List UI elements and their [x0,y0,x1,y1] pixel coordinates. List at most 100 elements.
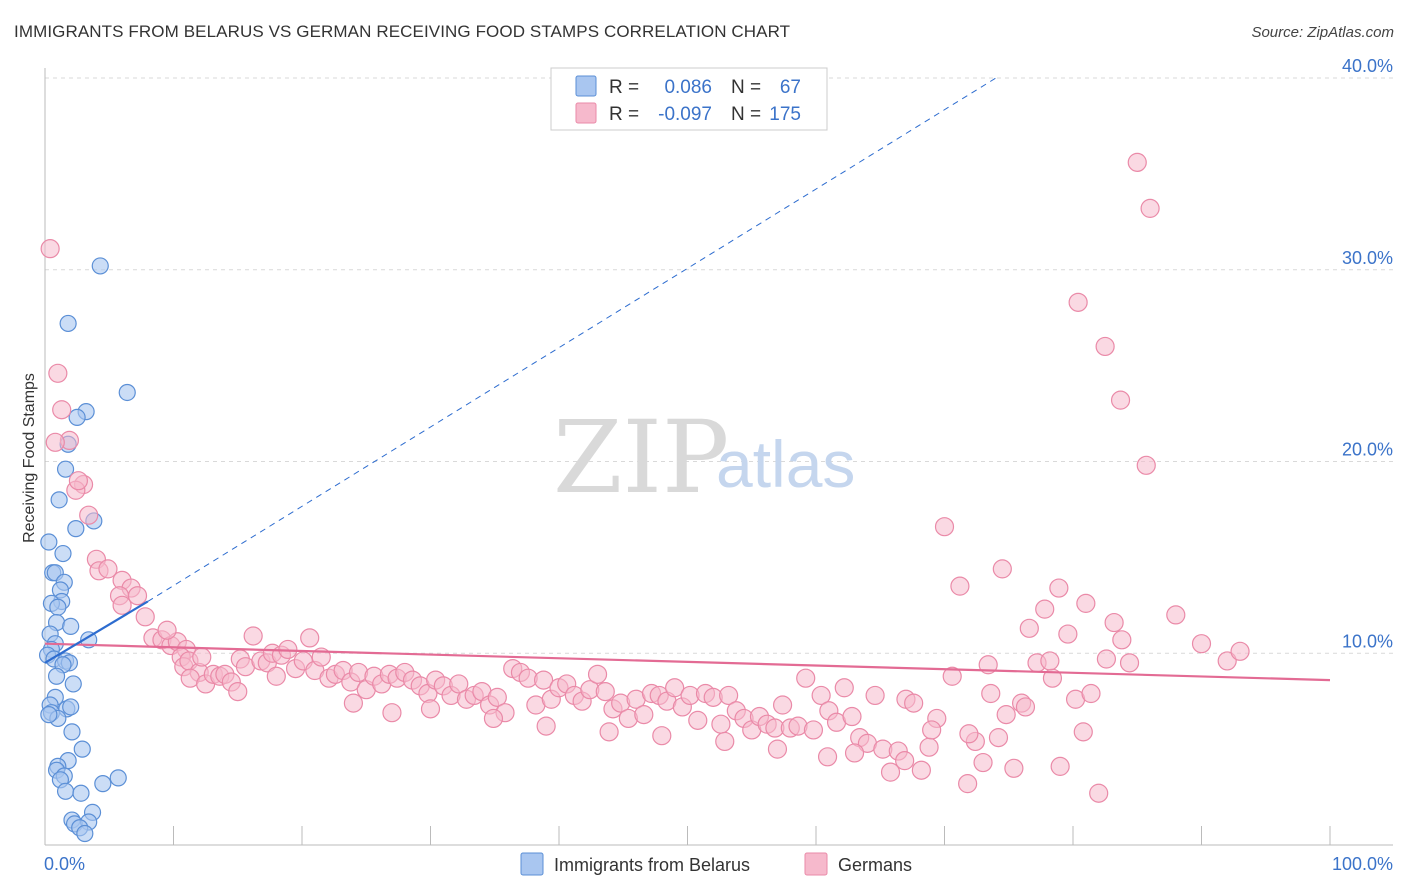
belarus-point [72,784,90,802]
legend-box: R = 0.086 N = 67 R = -0.097 N = 175 [550,67,828,131]
german-point [973,752,993,773]
german-point [817,747,838,767]
german-point [772,695,793,715]
legend-n-label-2: N = [731,104,761,125]
german-point [192,647,212,667]
german-point [98,559,118,579]
belarus-point [47,667,66,685]
german-point [1217,651,1237,671]
belarus-point [59,314,77,333]
german-trend-line [44,642,1331,682]
german-point [665,678,685,698]
belarus-point [56,460,75,478]
german-point [934,517,955,537]
german-point [688,710,708,730]
legend-swatch-belarus [575,75,597,97]
belarus-series [38,257,136,843]
german-point [1119,653,1140,673]
german-point [79,505,99,525]
german-point [1035,599,1055,619]
belarus-point [49,598,67,616]
belarus-point [68,408,86,426]
belarus-trend-extension [147,77,997,602]
legend-n-value-2: 175 [769,104,801,125]
german-point [1127,152,1147,172]
german-point [1040,651,1060,671]
german-point [449,674,469,694]
german-point [1050,756,1070,776]
x-tick-label-min: 0.0% [44,854,85,874]
german-point [803,720,824,740]
german-point [1140,198,1160,218]
german-point [922,720,942,740]
chart-title: IMMIGRANTS FROM BELARUS VS GERMAN RECEIV… [14,22,791,41]
german-point [1076,593,1096,613]
german-point [904,693,924,713]
german-point [1058,624,1078,644]
belarus-point [73,740,91,758]
y-tick-label: 20.0% [1342,440,1393,460]
german-point [420,699,441,719]
german-point [1104,612,1124,633]
german-point [919,737,939,757]
axis-layer: 10.0% 20.0% 30.0% 40.0% 0.0% 100.0% [44,56,1393,874]
german-point [40,239,60,259]
german-point [811,685,831,706]
trend-layer [44,77,1331,682]
watermark-atlas: atlas [716,427,855,501]
german-point [834,678,854,698]
german-point [981,683,1001,704]
bottom-legend: Immigrants from Belarus Germans [520,852,912,876]
bottom-legend-label-belarus: Immigrants from Belarus [554,855,750,875]
german-point [599,722,619,742]
belarus-point [91,257,109,275]
german-point [1073,722,1093,742]
german-point [112,595,132,615]
german-point [958,774,978,794]
belarus-point [54,544,72,563]
bottom-legend-swatch-belarus [520,852,544,876]
german-point [487,687,507,707]
source-label: Source: ZipAtlas.com [1251,24,1394,41]
y-tick-label: 40.0% [1342,56,1393,76]
bottom-legend-swatch-germans [804,852,828,876]
german-point [1081,683,1101,704]
german-point [266,666,286,686]
legend-r-label-2: R = [609,104,639,125]
legend-n-value-1: 67 [780,77,801,98]
german-point [1019,618,1039,638]
german-point [895,751,915,771]
german-point [135,607,155,627]
german-point [1096,649,1117,669]
belarus-point [109,769,127,787]
belarus-point [64,675,82,693]
german-point [1004,758,1024,778]
belarus-point [62,617,80,636]
german-point [1095,336,1115,357]
german-point [1136,455,1156,475]
belarus-point [40,706,58,724]
y-tick-label: 10.0% [1342,631,1393,651]
belarus-trend-line [44,600,149,664]
belarus-point [67,520,85,538]
german-point [1049,578,1069,598]
german-point [796,668,816,688]
german-point [996,705,1016,725]
german-point [1191,634,1212,654]
german-point [228,681,248,702]
german-point [1112,630,1132,650]
german-point [1015,697,1036,717]
german-point [343,693,363,713]
belarus-point [50,491,68,509]
german-point [127,586,148,606]
german-point [865,685,885,706]
german-point [992,559,1012,579]
german-point [48,363,68,383]
belarus-point [56,782,75,800]
legend-swatch-germans [575,102,597,124]
german-point [1230,641,1250,661]
german-point [880,762,901,782]
german-point [300,628,320,648]
german-point [587,664,608,684]
